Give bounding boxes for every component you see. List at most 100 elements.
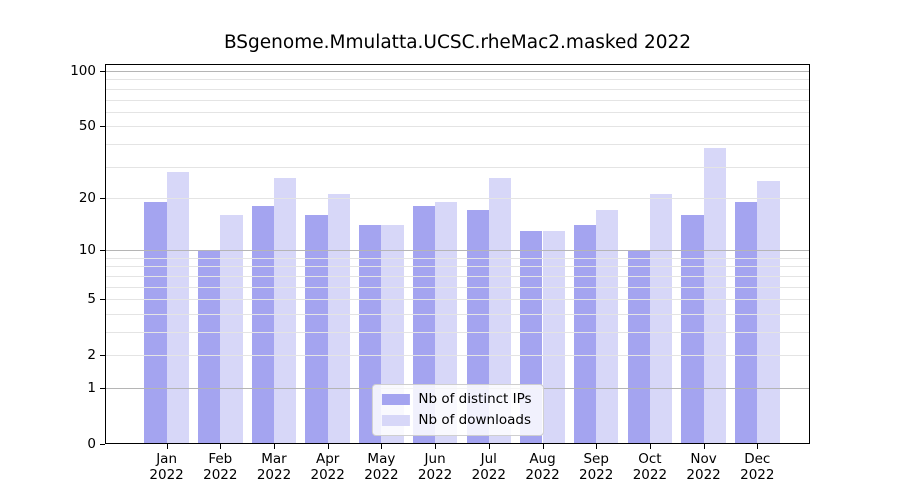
gridline-minor xyxy=(105,88,810,90)
x-tick-label-mar: Mar 2022 xyxy=(242,451,306,483)
x-tick-label-jun: Jun 2022 xyxy=(403,451,467,483)
bar-ips-apr xyxy=(305,215,328,444)
bar-downloads-jan xyxy=(166,171,189,444)
gridline-minor xyxy=(105,355,810,357)
x-tick-label-jul: Jul 2022 xyxy=(457,451,521,483)
x-tick-label-sep: Sep 2022 xyxy=(564,451,628,483)
x-tick-mark xyxy=(166,444,168,449)
year-label: 2022 xyxy=(686,467,721,483)
x-tick-label-dec: Dec 2022 xyxy=(725,451,789,483)
gridline-minor xyxy=(105,166,810,168)
year-label: 2022 xyxy=(203,467,238,483)
gridline-minor xyxy=(105,197,810,199)
bar-downloads-oct xyxy=(649,194,673,444)
grid-layer xyxy=(105,64,810,444)
year-label: 2022 xyxy=(417,467,453,483)
y-tick-label: 10 xyxy=(78,242,96,259)
bar-ips-mar xyxy=(251,206,274,444)
bar-ips-oct xyxy=(627,250,650,444)
month-label: May xyxy=(367,451,396,467)
legend-label: Nb of distinct IPs xyxy=(418,391,532,407)
x-tick-mark xyxy=(703,444,705,449)
y-tick-label: 5 xyxy=(87,291,96,308)
gridline-minor xyxy=(105,99,810,101)
year-label: 2022 xyxy=(632,467,668,483)
gridline-minor xyxy=(105,313,810,315)
bar-downloads-jun xyxy=(435,201,458,444)
bar-ips-dec xyxy=(735,201,758,444)
gridline-minor xyxy=(105,143,810,145)
plot-area: Nb of distinct IPs Nb of downloads xyxy=(105,64,810,444)
x-tick-label-nov: Nov 2022 xyxy=(672,451,736,483)
x-tick-mark xyxy=(596,444,598,449)
bar-ips-feb xyxy=(198,250,221,444)
gridline-major xyxy=(105,250,810,252)
x-tick-label-aug: Aug 2022 xyxy=(511,451,575,483)
y-tick-mark xyxy=(100,299,105,301)
y-tick-label: 50 xyxy=(78,118,96,135)
bar-downloads-sep xyxy=(596,210,619,444)
bar-downloads-mar xyxy=(274,177,297,444)
x-tick-mark xyxy=(488,444,490,449)
gridline-minor xyxy=(105,299,810,301)
month-label: Aug xyxy=(529,451,556,467)
x-tick-mark xyxy=(757,444,759,449)
year-label: 2022 xyxy=(149,467,184,483)
bar-downloads-apr xyxy=(327,194,350,444)
month-label: Apr xyxy=(316,451,340,467)
bar-downloads-dec xyxy=(757,180,780,444)
legend-swatch-distinct-ips xyxy=(381,394,410,405)
gridline-minor xyxy=(105,286,810,288)
y-tick-label: 20 xyxy=(78,189,96,206)
legend-swatch-downloads xyxy=(381,415,410,426)
x-tick-mark xyxy=(220,444,222,449)
year-label: 2022 xyxy=(471,467,506,483)
y-tick-mark xyxy=(100,197,105,199)
year-label: 2022 xyxy=(525,467,560,483)
bar-downloads-feb xyxy=(220,215,243,444)
month-label: Dec xyxy=(744,451,771,467)
bar-downloads-nov xyxy=(703,147,726,444)
y-tick-mark xyxy=(100,444,105,445)
legend: Nb of distinct IPs Nb of downloads xyxy=(371,384,544,436)
month-label: Nov xyxy=(690,451,717,467)
gridline-minor xyxy=(105,79,810,81)
bar-ips-sep xyxy=(573,225,597,444)
x-tick-label-feb: Feb 2022 xyxy=(188,451,252,483)
x-tick-mark xyxy=(381,444,383,449)
legend-label: Nb of downloads xyxy=(418,412,531,428)
month-label: Mar xyxy=(261,451,287,467)
legend-row: Nb of downloads xyxy=(381,413,531,428)
bar-downloads-jul xyxy=(488,177,512,444)
chart-title: BSgenome.Mmulatta.UCSC.rheMac2.masked 20… xyxy=(223,32,692,53)
gridline-minor xyxy=(105,275,810,277)
year-label: 2022 xyxy=(740,467,775,483)
gridline-minor xyxy=(105,332,810,333)
month-label: Oct xyxy=(638,451,662,467)
legend-row: Nb of distinct IPs xyxy=(381,391,532,407)
year-label: 2022 xyxy=(256,467,292,483)
x-tick-label-jan: Jan 2022 xyxy=(135,451,199,483)
bar-ips-jan xyxy=(144,201,167,444)
x-tick-label-may: May 2022 xyxy=(349,451,413,483)
y-tick-label: 1 xyxy=(87,380,96,396)
gridline-minor xyxy=(105,257,810,259)
year-label: 2022 xyxy=(310,467,345,483)
y-tick-label: 100 xyxy=(70,63,96,79)
gridline-minor xyxy=(105,266,810,268)
x-tick-mark xyxy=(327,444,329,449)
gridline-minor xyxy=(105,111,810,113)
x-tick-mark xyxy=(435,444,437,449)
x-tick-mark xyxy=(649,444,651,449)
month-label: Jun xyxy=(424,451,446,467)
year-label: 2022 xyxy=(364,467,399,483)
month-label: Feb xyxy=(208,451,233,467)
y-tick-mark xyxy=(100,388,105,389)
y-tick-label: 0 xyxy=(87,436,96,452)
bar-ips-nov xyxy=(681,215,704,444)
month-label: Jan xyxy=(156,451,177,467)
gridline-major xyxy=(105,71,810,72)
bar-downloads-aug xyxy=(542,230,565,444)
x-tick-label-oct: Oct 2022 xyxy=(618,451,682,483)
